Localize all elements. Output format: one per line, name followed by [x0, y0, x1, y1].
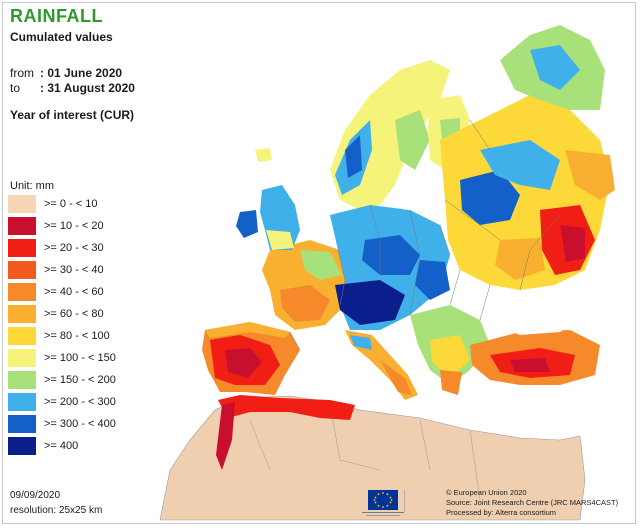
legend-label: >= 60 - < 80: [44, 308, 104, 320]
legend-label: >= 400: [44, 440, 79, 452]
legend-swatch: [8, 371, 36, 389]
to-value: : 31 August 2020: [40, 81, 135, 95]
map-subtitle: Cumulated values: [10, 30, 113, 44]
legend-row: >= 200 - < 300: [8, 392, 116, 412]
legend-swatch: [8, 393, 36, 411]
legend-swatch: [8, 239, 36, 257]
from-label: from: [10, 66, 34, 80]
to-label: to: [10, 81, 21, 95]
legend-row: >= 150 - < 200: [8, 370, 116, 390]
legend-row: >= 100 - < 150: [8, 348, 116, 368]
legend-label: >= 80 - < 100: [44, 330, 110, 342]
black-sea: [490, 292, 580, 335]
year-of-interest: Year of interest (CUR): [10, 108, 135, 122]
legend-label: >= 100 - < 150: [44, 352, 116, 364]
legend-swatch: [8, 415, 36, 433]
map-frame: [2, 2, 636, 524]
from-value: : 01 June 2020: [40, 66, 123, 80]
credit-source: Source: Joint Research Centre (JRC MARS4…: [446, 498, 619, 507]
legend-unit: Unit: mm: [10, 180, 54, 192]
legend-swatch: [8, 195, 36, 213]
resolution: resolution: 25x25 km: [10, 505, 103, 516]
legend-label: >= 0 - < 10: [44, 198, 98, 210]
legend-row: >= 40 - < 60: [8, 282, 116, 302]
legend-swatch: [8, 327, 36, 345]
legend-row: >= 0 - < 10: [8, 194, 116, 214]
legend-label: >= 20 - < 30: [44, 242, 104, 254]
legend-row: >= 20 - < 30: [8, 238, 116, 258]
legend-row: >= 30 - < 40: [8, 260, 116, 280]
legend-label: >= 300 - < 400: [44, 418, 116, 430]
map-title: RAINFALL: [10, 6, 103, 26]
legend-swatch: [8, 437, 36, 455]
legend-row: >= 80 - < 100: [8, 326, 116, 346]
eu-flag-logo-icon: [362, 490, 405, 516]
legend-row: >= 10 - < 20: [8, 216, 116, 236]
legend-swatch: [8, 217, 36, 235]
credit-copyright: © European Union 2020: [446, 488, 527, 497]
issue-date: 09/09/2020: [10, 490, 61, 501]
legend-swatch: [8, 305, 36, 323]
legend-label: >= 40 - < 60: [44, 286, 104, 298]
legend: >= 0 - < 10 >= 10 - < 20 >= 20 - < 30 >= 30…: [8, 194, 116, 458]
legend-label: >= 200 - < 300: [44, 396, 116, 408]
north-africa-region: [159, 395, 586, 521]
legend-label: >= 10 - < 20: [44, 220, 104, 232]
legend-label: >= 30 - < 40: [44, 264, 104, 276]
legend-row: >= 400: [8, 436, 116, 456]
legend-swatch: [8, 283, 36, 301]
legend-label: >= 150 - < 200: [44, 374, 116, 386]
legend-row: >= 300 - < 400: [8, 414, 116, 434]
credit-processed: Processed by: Alterra consortium: [446, 508, 557, 517]
period-range: from : 01 June 2020 to : 31 August 2020: [10, 66, 135, 96]
credits: © European Union 2020 Source: Joint Rese…: [446, 488, 618, 518]
legend-swatch: [8, 349, 36, 367]
legend-swatch: [8, 261, 36, 279]
legend-row: >= 60 - < 80: [8, 304, 116, 324]
